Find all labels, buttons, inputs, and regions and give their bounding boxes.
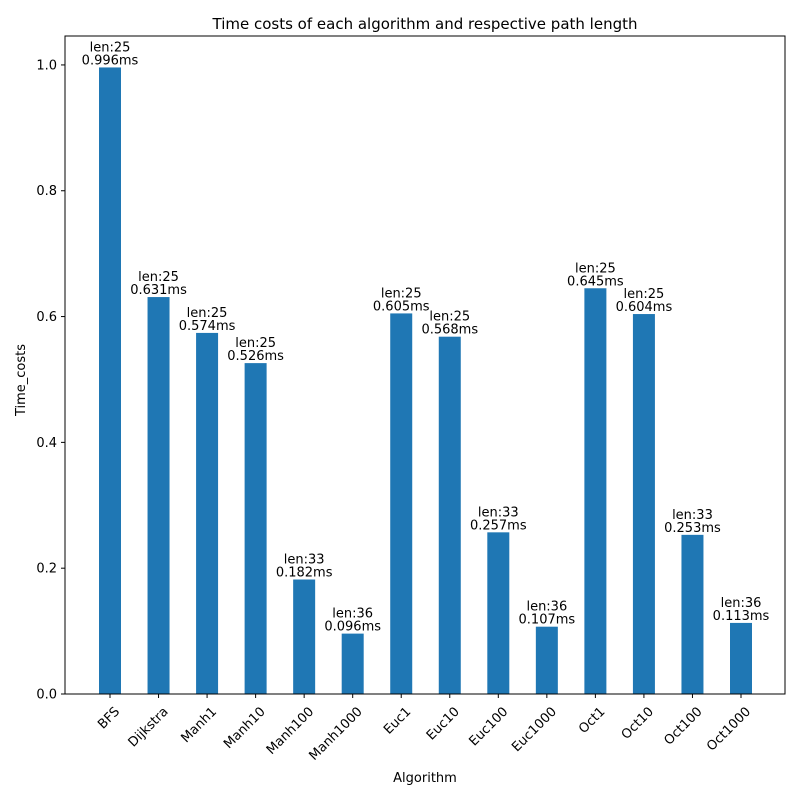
bar-label-time: 0.113ms: [713, 609, 770, 624]
bar-oct1: [584, 288, 607, 694]
data-labels-layer: len:250.996mslen:250.631mslen:250.574msl…: [82, 40, 770, 634]
y-tick-label: 0.8: [36, 184, 57, 199]
y-tick-label: 0.6: [36, 310, 57, 325]
bar-manh1: [196, 332, 219, 694]
bar-oct10: [632, 314, 655, 694]
y-tick-label: 0.2: [36, 562, 57, 577]
bar-bfs: [99, 67, 121, 695]
bar-label-time: 0.257ms: [470, 518, 527, 533]
plot-frame: [64, 35, 786, 695]
bar-label-length: len:33: [478, 505, 519, 520]
bar-label-length: len:25: [381, 286, 422, 301]
bar-label-length: len:25: [429, 310, 470, 325]
bar-label-time: 0.568ms: [421, 323, 478, 338]
bar-oct100: [681, 534, 704, 694]
bar-label-time: 0.107ms: [519, 613, 576, 628]
bar-label-time: 0.605ms: [373, 299, 430, 314]
bar-label-time: 0.996ms: [82, 53, 139, 68]
y-axis: 0.0 0.2 0.4 0.6 0.8 1.0: [36, 58, 65, 703]
y-tick-label: 0.0: [36, 688, 57, 703]
bar-oct1000: [730, 622, 752, 694]
bar-label-length: len:25: [90, 40, 131, 55]
bar-label-length: len:33: [284, 553, 325, 568]
bar-euc1000: [535, 626, 558, 694]
bar-label-time: 0.574ms: [179, 319, 236, 334]
bar-label-time: 0.253ms: [664, 521, 721, 536]
bar-label-time: 0.604ms: [616, 300, 673, 315]
bar-label-length: len:36: [526, 600, 567, 615]
bar-label-length: len:25: [575, 261, 616, 276]
bar-label-time: 0.631ms: [130, 283, 187, 298]
bar-manh100: [293, 579, 316, 694]
bar-label-length: len:25: [624, 287, 665, 302]
bar-label-time: 0.182ms: [276, 566, 333, 581]
bar-label-length: len:36: [721, 596, 762, 611]
bars-layer: [99, 67, 752, 695]
bar-label-length: len:25: [187, 306, 228, 321]
bar-euc100: [487, 532, 510, 694]
x-axis-label: Algorithm: [393, 771, 457, 786]
bar-euc10: [438, 336, 461, 694]
bar-dijkstra: [147, 297, 170, 694]
y-tick-label: 0.4: [36, 436, 57, 451]
bar-manh10: [244, 363, 267, 694]
y-axis-label: Time_costs: [14, 344, 29, 417]
bar-label-time: 0.096ms: [324, 620, 381, 635]
bar-label-length: len:25: [138, 270, 179, 285]
bar-manh1000: [341, 633, 364, 694]
bar-label-length: len:36: [332, 607, 373, 622]
bar-euc1: [390, 313, 413, 694]
bar-label-time: 0.645ms: [567, 274, 624, 289]
bar-label-time: 0.526ms: [227, 349, 284, 364]
bar-label-length: len:25: [235, 336, 276, 351]
y-tick-label: 1.0: [36, 58, 57, 73]
bar-label-length: len:33: [672, 508, 713, 523]
chart-title: Time costs of each algorithm and respect…: [212, 15, 638, 33]
